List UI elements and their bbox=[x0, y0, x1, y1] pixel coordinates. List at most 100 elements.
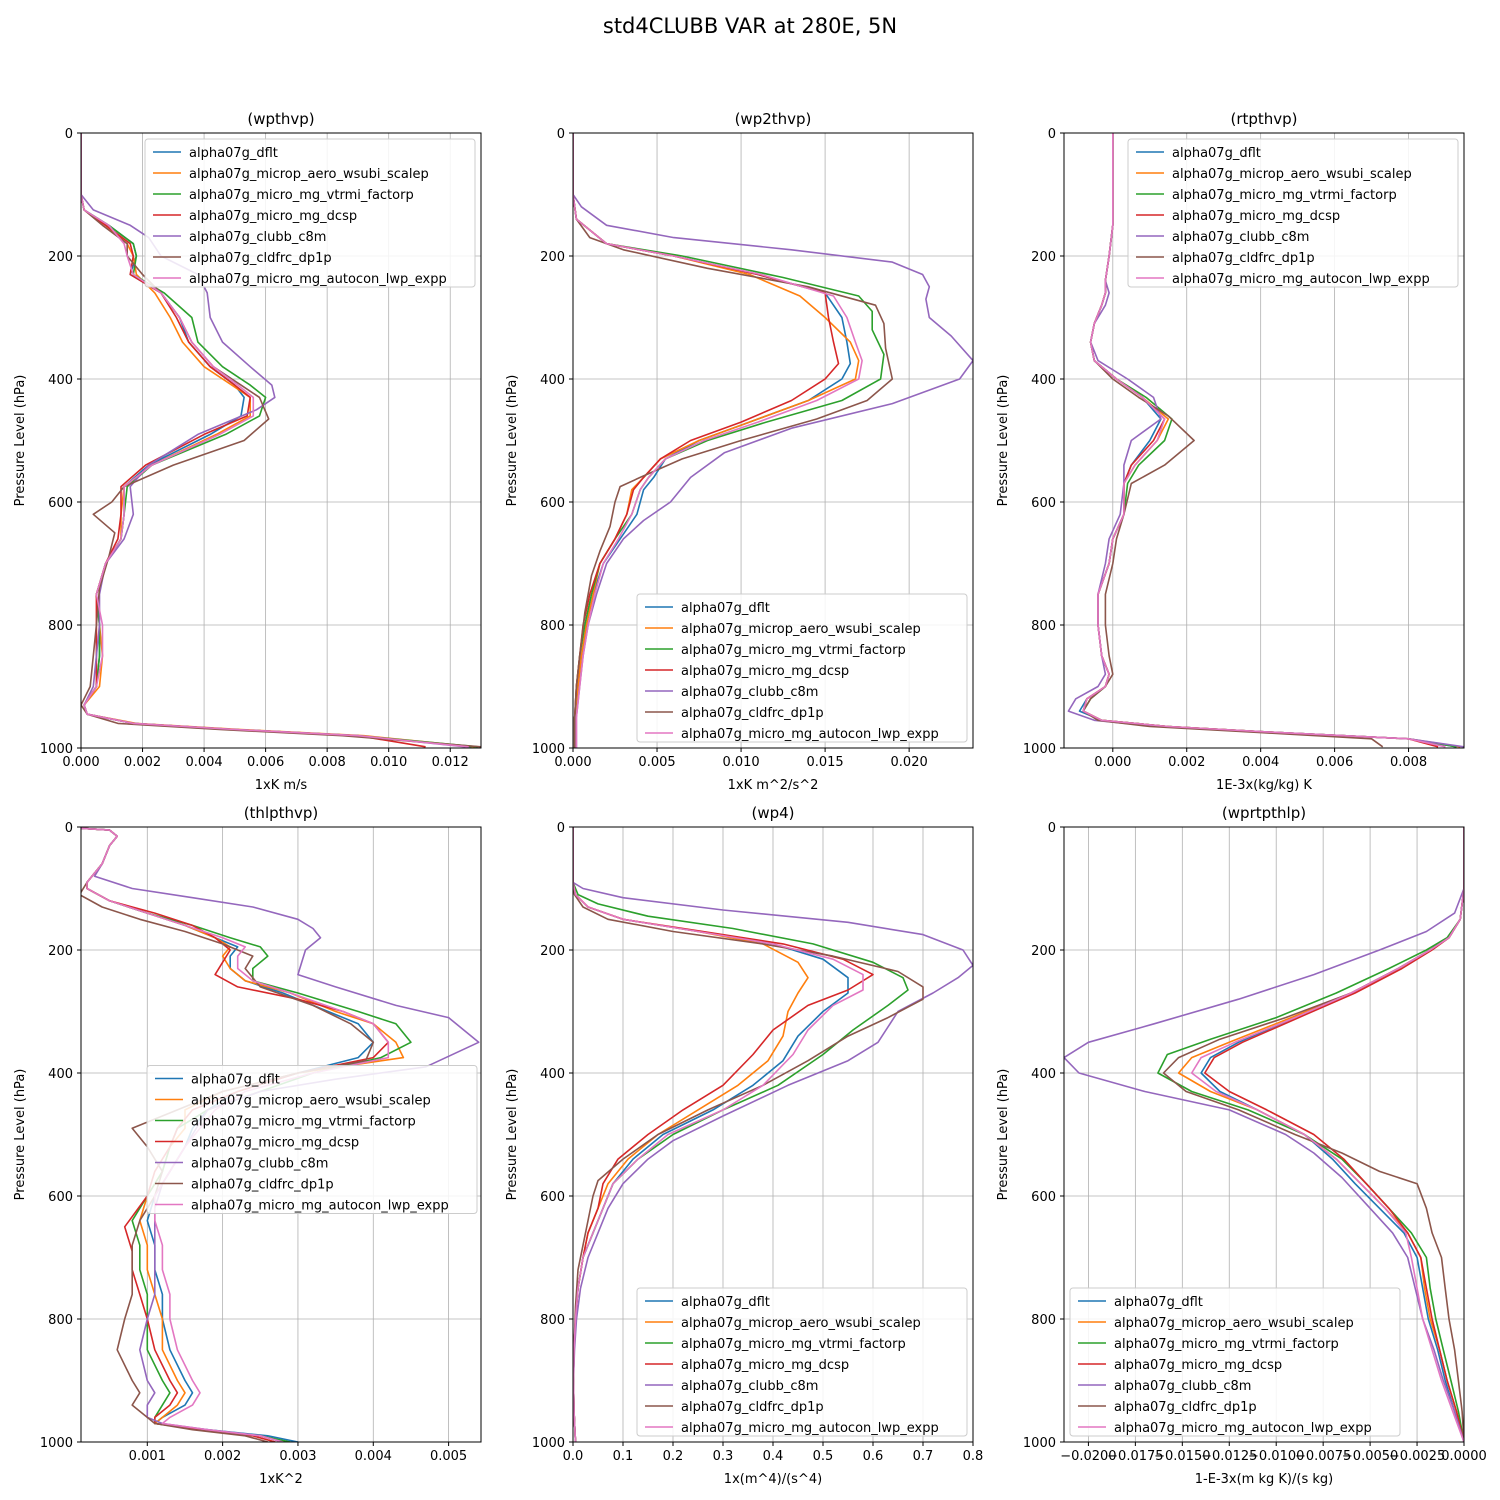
legend-label: alpha07g_clubb_c8m bbox=[681, 1379, 818, 1394]
legend-label: alpha07g_micro_mg_autocon_lwp_expp bbox=[191, 1199, 449, 1214]
chart-title: (thlpthvp) bbox=[244, 804, 319, 822]
series-line-alpha07g_micro_mg_autocon_lwp_expp bbox=[1082, 133, 1446, 748]
y-tick-label: 800 bbox=[48, 1313, 73, 1328]
legend-label: alpha07g_dflt bbox=[1114, 1295, 1203, 1310]
y-tick-label: 0 bbox=[65, 127, 73, 142]
y-tick-label: 800 bbox=[1031, 619, 1056, 634]
legend-label: alpha07g_micro_mg_autocon_lwp_expp bbox=[681, 1421, 939, 1436]
legend-label: alpha07g_micro_mg_dcsp bbox=[191, 1136, 359, 1151]
y-tick-label: 1000 bbox=[40, 742, 73, 757]
y-tick-label: 0 bbox=[1048, 127, 1056, 142]
y-tick-label: 200 bbox=[540, 250, 565, 265]
chart-1: 0.000 0.002 0.004 0.006 0.008 0.010 0.012 0 200 4… bbox=[13, 110, 482, 793]
legend-box bbox=[1127, 138, 1459, 288]
x-axis-label: 1xK m/s bbox=[255, 778, 308, 793]
y-tick-label: 400 bbox=[48, 1067, 73, 1082]
x-tick-label: 0.002 bbox=[124, 755, 161, 770]
y-axis-label: Pressure Level (hPa) bbox=[505, 375, 520, 507]
y-tick-label: 800 bbox=[1031, 1313, 1056, 1328]
series-line-alpha07g_micro_mg_vtrmi_factorp bbox=[1157, 827, 1464, 1442]
chart-5: 0.0 0.1 0.2 0.3 0.4 0.5 0.6 0.7 0.8 0 200 400 600 800… bbox=[505, 804, 983, 1487]
axes-frame bbox=[1063, 826, 1465, 1443]
x-axis-label: 1xK^2 bbox=[259, 1472, 303, 1487]
y-tick-label: 0 bbox=[557, 127, 565, 142]
chart-3: 0.000 0.002 0.004 0.006 0.008 0 200 400 600 800 10… bbox=[996, 110, 1465, 793]
x-tick-label: 0.6 bbox=[863, 1449, 884, 1464]
legend-label: alpha07g_micro_mg_vtrmi_factorp bbox=[681, 643, 906, 658]
y-tick-label: 1000 bbox=[532, 742, 565, 757]
x-tick-label: 0.008 bbox=[1390, 755, 1427, 770]
x-axis-label: 1xK m^2/s^2 bbox=[728, 778, 819, 793]
chart-4: 0.001 0.002 0.003 0.004 0.005 0 200 400 600 800 10… bbox=[13, 804, 482, 1487]
y-tick-label: 1000 bbox=[1023, 742, 1056, 757]
x-axis-label: 1x(m^4)/(s^4) bbox=[724, 1472, 822, 1487]
series-group bbox=[1064, 827, 1464, 1442]
legend-label: alpha07g_cldfrc_dp1p bbox=[1172, 251, 1315, 266]
y-tick-label: 1000 bbox=[532, 1436, 565, 1451]
legend-label: alpha07g_microp_aero_wsubi_scalep bbox=[681, 622, 921, 637]
x-tick-label: 0.4 bbox=[763, 1449, 784, 1464]
y-tick-label: 600 bbox=[1031, 496, 1056, 511]
legend-label: alpha07g_cldfrc_dp1p bbox=[189, 251, 332, 266]
series-line-alpha07g_micro_mg_autocon_lwp_expp bbox=[573, 827, 864, 1442]
series-line-alpha07g_clubb_c8m bbox=[1067, 133, 1464, 748]
legend-label: alpha07g_micro_mg_autocon_lwp_expp bbox=[681, 727, 939, 742]
legend-box bbox=[146, 1065, 478, 1214]
series-line-alpha07g_micro_mg_vtrmi_factorp bbox=[573, 133, 885, 748]
series-group bbox=[573, 133, 973, 748]
legend-label: alpha07g_cldfrc_dp1p bbox=[681, 706, 824, 721]
legend-label: alpha07g_clubb_c8m bbox=[189, 230, 326, 245]
legend-label: alpha07g_microp_aero_wsubi_scalep bbox=[191, 1094, 431, 1109]
x-tick-label: 0.001 bbox=[129, 1449, 166, 1464]
y-tick-label: 200 bbox=[48, 250, 73, 265]
x-tick-label: 0.000 bbox=[1094, 755, 1131, 770]
y-axis-label: Pressure Level (hPa) bbox=[13, 1069, 28, 1201]
x-axis-label: 1-E-3x(m kg K)/(s kg) bbox=[1195, 1472, 1333, 1487]
y-tick-label: 800 bbox=[540, 1313, 565, 1328]
legend-label: alpha07g_micro_mg_dcsp bbox=[1114, 1358, 1282, 1373]
legend-box bbox=[636, 593, 968, 743]
x-tick-label: 0.004 bbox=[1242, 755, 1279, 770]
legend-label: alpha07g_dflt bbox=[681, 601, 770, 616]
y-tick-label: 600 bbox=[48, 1190, 73, 1205]
x-tick-label: 0.008 bbox=[309, 755, 346, 770]
chart-title: (wp2thvp) bbox=[735, 110, 812, 128]
x-tick-label: 0.002 bbox=[204, 1449, 241, 1464]
y-tick-label: 1000 bbox=[1023, 1436, 1056, 1451]
series-group bbox=[1067, 133, 1464, 748]
y-tick-label: 600 bbox=[540, 496, 565, 511]
x-tick-label: 0.002 bbox=[1168, 755, 1205, 770]
legend-label: alpha07g_micro_mg_autocon_lwp_expp bbox=[1172, 272, 1430, 287]
y-tick-label: 0 bbox=[65, 821, 73, 836]
x-tick-label: 0.004 bbox=[355, 1449, 392, 1464]
chart-title: (rtpthvp) bbox=[1230, 110, 1297, 128]
series-line-alpha07g_micro_mg_autocon_lwp_expp bbox=[573, 133, 863, 748]
series-line-alpha07g_cldfrc_dp1p bbox=[573, 133, 894, 748]
legend-label: alpha07g_clubb_c8m bbox=[1114, 1379, 1251, 1394]
legend-label: alpha07g_micro_mg_vtrmi_factorp bbox=[189, 188, 414, 203]
x-axis-label: 1E-3x(kg/kg) K bbox=[1216, 778, 1312, 793]
y-tick-label: 800 bbox=[48, 619, 73, 634]
legend-label: alpha07g_micro_mg_dcsp bbox=[681, 1358, 849, 1373]
x-tick-label: 0.0000 bbox=[1441, 1449, 1487, 1464]
y-tick-label: 400 bbox=[48, 373, 73, 388]
chart-title: (wprtpthlp) bbox=[1222, 804, 1306, 822]
x-tick-label: 0.012 bbox=[432, 755, 469, 770]
legend-label: alpha07g_micro_mg_dcsp bbox=[681, 664, 849, 679]
x-tick-label: 0.1 bbox=[613, 1449, 634, 1464]
x-tick-label: −0.0025 bbox=[1389, 1449, 1445, 1464]
y-tick-label: 200 bbox=[540, 944, 565, 959]
legend-box bbox=[636, 1287, 968, 1437]
figure-title: std4CLUBB VAR at 280E, 5N bbox=[602, 14, 898, 38]
legend-box bbox=[1069, 1287, 1401, 1437]
series-line-alpha07g_micro_mg_dcsp bbox=[1204, 827, 1464, 1442]
x-tick-label: −0.0075 bbox=[1295, 1449, 1351, 1464]
legend-label: alpha07g_clubb_c8m bbox=[681, 685, 818, 700]
legend-label: alpha07g_cldfrc_dp1p bbox=[681, 1400, 824, 1415]
series-line-alpha07g_clubb_c8m bbox=[573, 827, 973, 1442]
x-tick-label: 0.000 bbox=[62, 755, 99, 770]
series-line-alpha07g_micro_mg_autocon_lwp_expp bbox=[1190, 827, 1464, 1442]
legend-label: alpha07g_microp_aero_wsubi_scalep bbox=[1114, 1316, 1354, 1331]
series-line-alpha07g_cldfrc_dp1p bbox=[573, 827, 924, 1442]
y-tick-label: 400 bbox=[1031, 373, 1056, 388]
